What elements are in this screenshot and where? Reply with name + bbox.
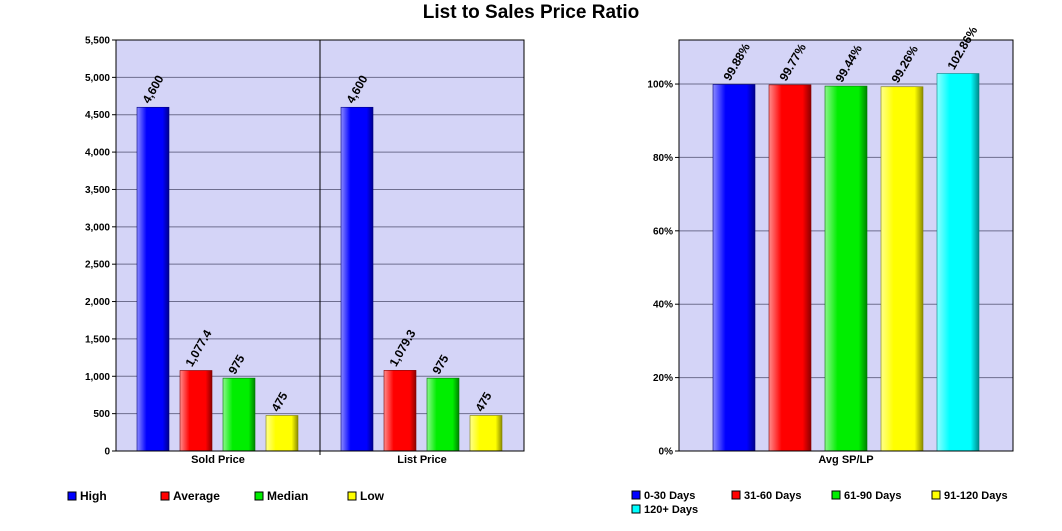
legend-label: 120+ Days (644, 504, 698, 516)
legend-label: High (80, 489, 107, 503)
y-tick-label: 5,000 (85, 73, 110, 84)
legend-label: Average (173, 489, 220, 503)
bar (340, 106, 374, 452)
bar (265, 415, 299, 452)
x-category-label: Sold Price (191, 454, 245, 466)
legend-swatch (631, 490, 641, 500)
legend-swatch (347, 491, 357, 501)
bar (383, 370, 417, 452)
y-tick-label: 4,000 (85, 148, 110, 159)
bar (179, 370, 213, 452)
y-tick-label: 2,000 (85, 297, 110, 308)
bar (936, 73, 980, 452)
right-legend: 0-30 Days 31-60 Days 61-90 Days 91-120 Days… (631, 490, 1008, 516)
legend-swatch (160, 491, 170, 501)
legend-label: 0-30 Days (644, 490, 695, 502)
y-tick-label: 1,000 (85, 372, 110, 383)
y-tick-label: 3,000 (85, 222, 110, 233)
y-tick-label: 5,500 (85, 36, 110, 47)
bar (426, 377, 460, 452)
y-tick-label: 0 (104, 447, 110, 458)
legend-swatch (831, 490, 841, 500)
plot-border (678, 39, 1014, 452)
chart-title: List to Sales Price Ratio (422, 2, 640, 23)
y-tick-label: 40% (653, 300, 673, 311)
legend-swatch (67, 491, 77, 501)
y-tick-label: 500 (93, 409, 110, 420)
y-tick-label: 2,500 (85, 260, 110, 271)
legend-swatch (731, 490, 741, 500)
left-chart: 0 500 1,000 1,500 2,000 2,500 3,000 3,500 4,000 4… (85, 36, 525, 466)
legend-swatch (254, 491, 264, 501)
legend-label: 61-90 Days (844, 490, 902, 502)
x-category-label: List Price (397, 454, 447, 466)
left-legend: High Average Median Low (67, 489, 385, 503)
y-tick-label: 20% (653, 373, 673, 384)
bar (768, 84, 812, 452)
y-tick-label: 1,500 (85, 334, 110, 345)
legend-label: 91-120 Days (944, 490, 1008, 502)
legend-label: Low (360, 489, 385, 503)
legend-swatch (631, 504, 641, 514)
y-tick-label: 60% (653, 226, 673, 237)
y-tick-label: 4,500 (85, 110, 110, 121)
legend-label: 31-60 Days (744, 490, 802, 502)
y-tick-label: 3,500 (85, 185, 110, 196)
legend-label: Median (267, 489, 308, 503)
bar (222, 377, 256, 452)
bar (136, 106, 170, 452)
bar (824, 85, 868, 452)
bar (880, 86, 924, 452)
bar (712, 84, 756, 452)
y-tick-label: 80% (653, 153, 673, 164)
plot-border (115, 39, 525, 452)
y-tick-label: 100% (647, 80, 673, 91)
y-tick-label: 0% (659, 447, 674, 458)
x-category-label: Avg SP/LP (818, 454, 873, 466)
legend-swatch (931, 490, 941, 500)
bar (469, 415, 503, 452)
